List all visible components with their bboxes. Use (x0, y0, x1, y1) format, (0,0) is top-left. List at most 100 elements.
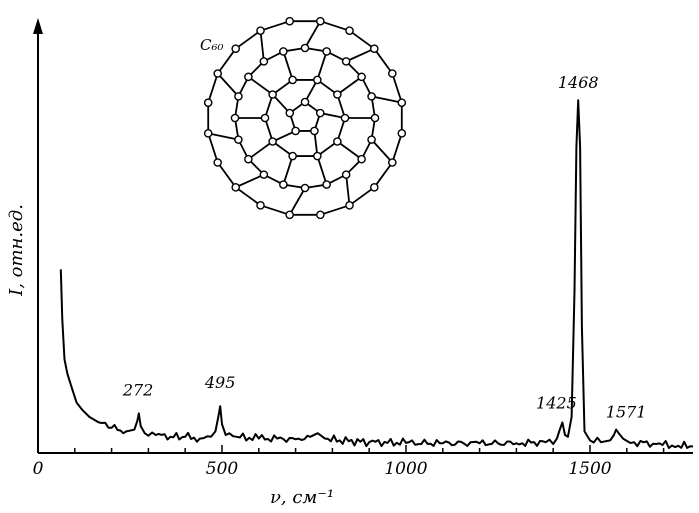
carbon-atom (357, 72, 366, 82)
bond-line (247, 76, 274, 96)
carbon-atom (333, 137, 342, 146)
bond-line (320, 20, 350, 32)
carbon-atom (388, 69, 397, 78)
c60-label: C₆₀ (200, 36, 224, 54)
carbon-atom (260, 113, 270, 123)
carbon-atom (300, 43, 310, 53)
carbon-atom (313, 75, 322, 85)
carbon-atom (285, 210, 294, 220)
carbon-atom (268, 137, 277, 146)
bond-line (282, 51, 294, 81)
peak-label: 1571 (606, 403, 647, 422)
carbon-atom (310, 126, 319, 136)
carbon-atom (340, 113, 350, 123)
x-tick-label: 500 (206, 459, 239, 479)
bond-line (348, 29, 375, 50)
carbon-atom (285, 108, 295, 118)
carbon-atom (357, 154, 366, 164)
y-axis-label: I, отн.ед. (6, 204, 27, 297)
carbon-atom (300, 97, 310, 107)
carbon-atom (256, 26, 265, 35)
carbon-atom (369, 44, 379, 54)
y-axis-arrow (33, 18, 43, 34)
bond-line (371, 95, 402, 104)
bond-line (304, 20, 322, 49)
carbon-atom (268, 90, 277, 99)
bond-line (247, 140, 274, 160)
peak-label: 1468 (558, 73, 599, 92)
carbon-atom (234, 92, 243, 101)
chart-axes (33, 18, 693, 454)
carbon-atom (345, 201, 354, 210)
carbon-atom (367, 135, 376, 144)
carbon-atom (213, 158, 222, 167)
x-tick-label: 1500 (568, 459, 611, 479)
carbon-atom (397, 98, 407, 107)
carbon-atom (231, 44, 241, 54)
carbon-atom (288, 75, 297, 85)
carbon-atom (259, 57, 269, 66)
c60-molecule-diagram (203, 16, 407, 220)
chart-x-ticks: 0 500 1000 1500 (33, 445, 665, 479)
bond-line (235, 173, 265, 189)
carbon-atom (259, 170, 269, 179)
carbon-atom (234, 135, 243, 144)
bond-line (235, 186, 262, 207)
bond-line (373, 161, 394, 188)
bond-line (391, 73, 403, 103)
bond-line (208, 132, 239, 141)
bond-line (260, 204, 290, 216)
carbon-atom (316, 210, 325, 220)
bond-line (316, 155, 328, 185)
carbon-atom (341, 170, 351, 179)
carbon-atom (279, 180, 288, 189)
carbon-atom (313, 151, 322, 161)
chart-annotations: 272 495 1425 1468 1571 (122, 73, 647, 421)
x-axis-label: ν, см⁻¹ (270, 487, 334, 508)
x-tick-label: 0 (33, 459, 44, 479)
x-tick-label: 1000 (384, 459, 427, 479)
peak-label: 495 (204, 373, 236, 392)
bond-line (282, 155, 294, 185)
carbon-atom (285, 16, 294, 26)
bond-line (216, 48, 237, 75)
chart-series (59, 99, 694, 449)
bond-line (207, 73, 219, 103)
bond-line (207, 133, 219, 163)
carbon-atom (244, 72, 253, 82)
bond-line (391, 133, 403, 163)
carbon-atom (322, 180, 331, 189)
carbon-atom (244, 154, 253, 164)
bond-line (259, 30, 265, 62)
carbon-atom (367, 92, 376, 101)
bond-line (316, 51, 328, 81)
carbon-atom (203, 129, 213, 138)
carbon-atom (213, 69, 222, 78)
carbon-atom (256, 201, 265, 210)
carbon-atom (300, 183, 310, 193)
carbon-atom (279, 47, 288, 56)
peak-label: 1425 (536, 393, 577, 412)
carbon-atom (203, 98, 213, 107)
carbon-atom (333, 90, 342, 99)
bond-line (336, 140, 363, 160)
carbon-atom (231, 182, 241, 192)
carbon-atom (345, 26, 354, 35)
bond-line (370, 139, 393, 164)
carbon-atom (370, 113, 380, 123)
carbon-atom (288, 151, 297, 161)
bond-line (320, 204, 350, 216)
bond-line (373, 48, 394, 75)
bond-line (336, 76, 363, 96)
carbon-atom (388, 158, 397, 167)
peak-label: 272 (122, 380, 154, 399)
carbon-atom (397, 129, 407, 138)
spectrum-line (59, 99, 694, 449)
carbon-atom (341, 57, 351, 66)
carbon-atom (322, 47, 331, 56)
carbon-atom (230, 113, 240, 123)
bond-line (348, 186, 375, 207)
bond-line (345, 174, 351, 206)
bond-line (288, 187, 306, 216)
